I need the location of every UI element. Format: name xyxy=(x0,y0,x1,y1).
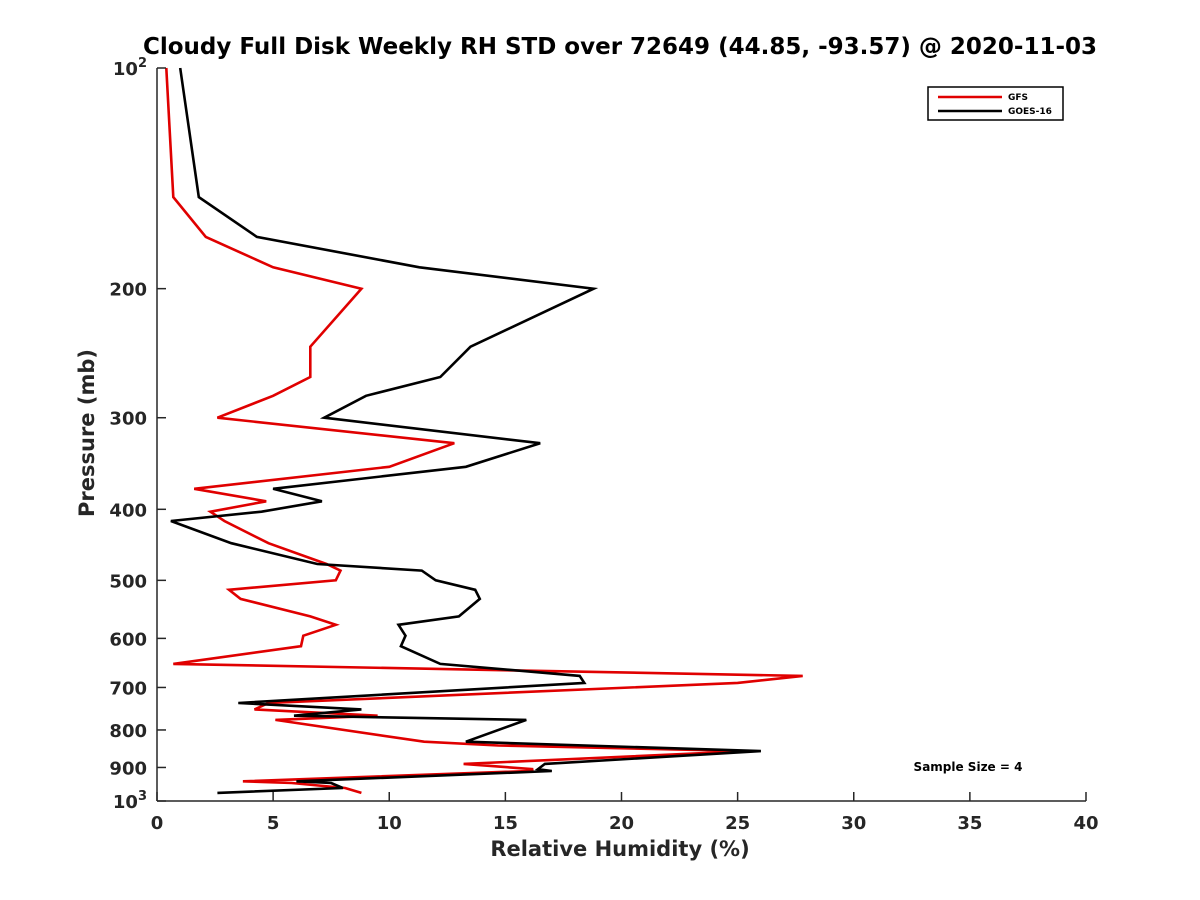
x-tick-label: 40 xyxy=(1073,813,1098,834)
x-tick-label: 15 xyxy=(493,813,518,834)
y-tick-label: 500 xyxy=(109,571,147,592)
sample-size-annotation: Sample Size = 4 xyxy=(914,760,1023,774)
series-layer xyxy=(165,67,803,795)
legend-label-goes-16: GOES-16 xyxy=(1008,107,1052,117)
y-tick-label: 800 xyxy=(109,721,147,742)
x-axis-label: Relative Humidity (%) xyxy=(490,837,749,861)
x-tick-label: 25 xyxy=(725,813,750,834)
x-tick-label: 30 xyxy=(841,813,866,834)
y-tick-label: 200 xyxy=(109,280,147,301)
y-tick-label: 103 xyxy=(113,789,147,813)
legend-label-gfs: GFS xyxy=(1008,93,1028,103)
y-tick-label: 400 xyxy=(109,500,147,521)
legend: GFS GOES-16 xyxy=(927,86,1064,121)
x-tick-label: 20 xyxy=(609,813,634,834)
legend-box xyxy=(927,86,1064,121)
y-tick-label: 900 xyxy=(109,758,147,779)
y-tick-label: 102 xyxy=(113,56,147,80)
series-line-goes-16 xyxy=(170,67,761,795)
y-tick-label: 300 xyxy=(109,409,147,430)
x-tick-label: 35 xyxy=(957,813,982,834)
x-tick-label: 5 xyxy=(267,813,280,834)
axes-layer: 0 5 10 15 20 25 30 35 40 102 200 300 400 500 600 700 800… xyxy=(109,56,1098,834)
y-axis-label: Pressure (mb) xyxy=(75,349,99,517)
chart-title: Cloudy Full Disk Weekly RH STD over 7264… xyxy=(143,34,1097,60)
x-tick-label: 10 xyxy=(377,813,402,834)
series-line-gfs xyxy=(165,67,803,795)
y-tick-label: 700 xyxy=(109,678,147,699)
y-tick-label: 600 xyxy=(109,629,147,650)
x-tick-label: 0 xyxy=(151,813,164,834)
legend-items: GFS GOES-16 xyxy=(938,93,1052,117)
